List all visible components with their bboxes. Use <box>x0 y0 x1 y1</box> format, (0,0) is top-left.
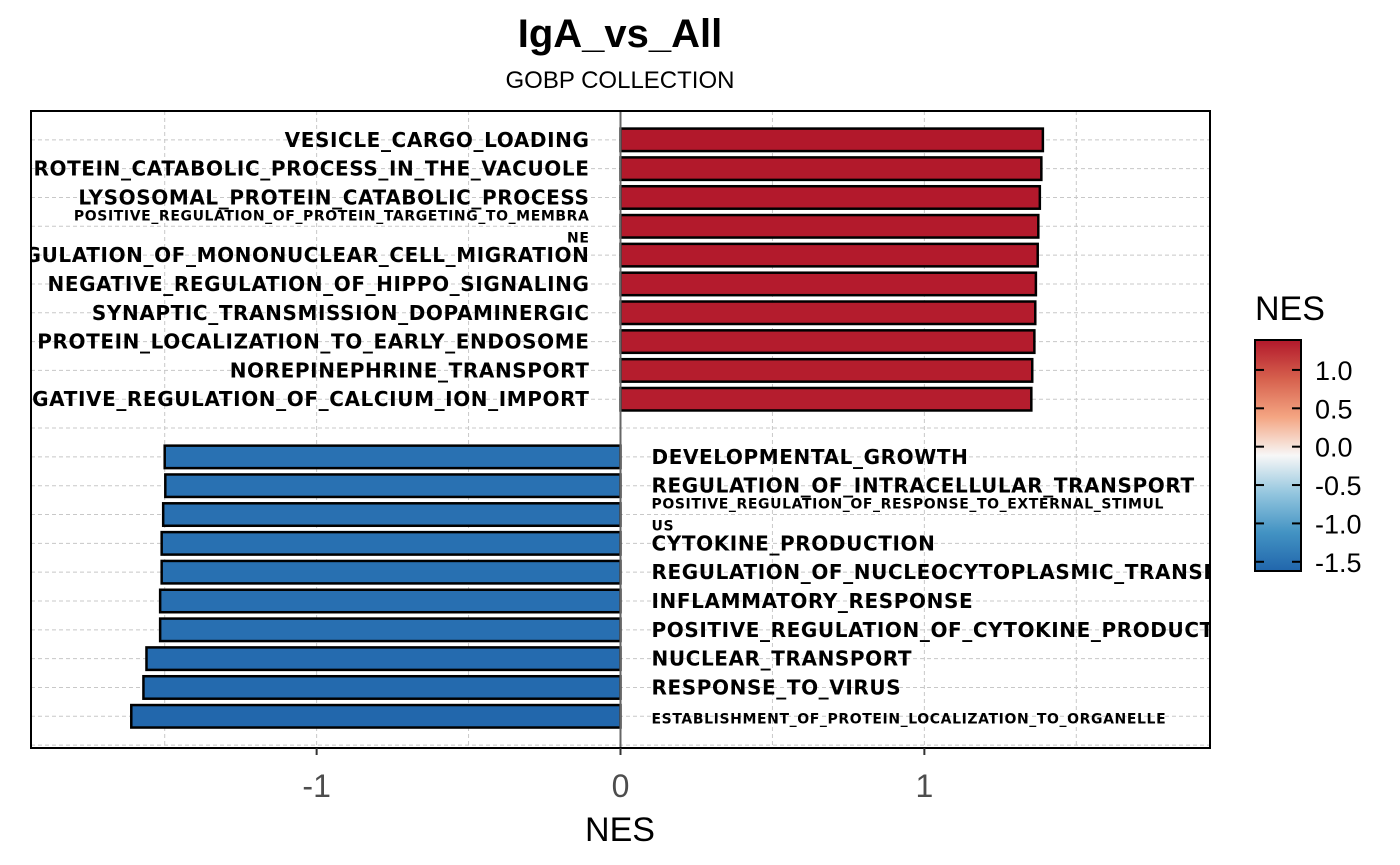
legend-ticks: 1.0 0.5 0.0 -0.5 -1.0 -1.5 <box>1255 356 1362 578</box>
legend-tick-label-5: -1.5 <box>1315 548 1362 578</box>
legend-title: NES <box>1255 290 1325 328</box>
legend-tick-label-3: -0.5 <box>1315 471 1362 501</box>
bar-label-4: REGULATION_OF_MONONUCLEAR_CELL_MIGRATION <box>0 243 590 267</box>
bar-3 <box>619 213 1040 239</box>
chart-subtitle: GOBP COLLECTION <box>506 67 735 94</box>
x-tick-label-0: -1 <box>302 768 330 804</box>
bar-18 <box>142 674 622 700</box>
bar-14 <box>160 559 622 585</box>
plot-panel: VESICLE_CARGO_LOADING PROTEIN_CATABOLIC_P… <box>0 110 1266 749</box>
bar-label-line: POSITIVE_REGULATION_OF_PROTEIN_TARGETING… <box>74 208 590 224</box>
x-axis-title: NES <box>585 811 655 849</box>
bar-1 <box>619 156 1043 182</box>
bar-label-3: POSITIVE_REGULATION_OF_PROTEIN_TARGETING… <box>74 208 590 246</box>
color-legend: NES 1.0 0.5 0.0 -0.5 -1.0 -1.5 <box>1254 290 1362 578</box>
bar-17 <box>145 646 622 672</box>
legend-tick-label-1: 0.5 <box>1315 394 1353 424</box>
bar-label-12: POSITIVE_REGULATION_OF_RESPONSE_TO_EXTER… <box>652 497 1165 535</box>
bar-11 <box>164 473 622 499</box>
bar-label-8: NOREPINEPHRINE_TRANSPORT <box>230 358 590 382</box>
bar-label-line: NE <box>567 230 589 246</box>
bar-label-19: ESTABLISHMENT_OF_PROTEIN_LOCALIZATION_TO… <box>652 711 1167 727</box>
bar-label-0: VESICLE_CARGO_LOADING <box>285 128 590 152</box>
legend-tick-label-4: -1.0 <box>1315 509 1362 539</box>
bar-label-13: CYTOKINE_PRODUCTION <box>652 531 936 555</box>
bar-9 <box>619 386 1033 412</box>
bar-16 <box>158 617 622 643</box>
bar-label-2: LYSOSOMAL_PROTEIN_CATABOLIC_PROCESS <box>78 185 589 209</box>
bar-13 <box>160 530 622 556</box>
bar-19 <box>130 703 622 729</box>
bar-label-9: NEGATIVE_REGULATION_OF_CALCIUM_ION_IMPOR… <box>1 387 590 411</box>
bar-4 <box>619 242 1039 268</box>
x-tick-label-2: 1 <box>915 768 933 804</box>
bar-label-14: REGULATION_OF_NUCLEOCYTOPLASMIC_TRANSPOR… <box>652 560 1266 584</box>
chart-title: IgA_vs_All <box>518 12 723 56</box>
bar-2 <box>619 184 1042 210</box>
x-tick-label-1: 0 <box>612 768 630 804</box>
bar-label-18: RESPONSE_TO_VIRUS <box>652 675 902 699</box>
bar-0 <box>619 127 1045 153</box>
bar-label-10: DEVELOPMENTAL_GROWTH <box>652 445 969 469</box>
bar-8 <box>619 357 1034 383</box>
bar-label-7: PROTEIN_LOCALIZATION_TO_EARLY_ENDOSOME <box>37 330 589 354</box>
bar-label-15: INFLAMMATORY_RESPONSE <box>652 589 974 613</box>
bar-5 <box>619 271 1038 297</box>
bar-15 <box>158 588 622 614</box>
legend-colorbar <box>1254 339 1302 572</box>
x-axis: -1 0 1 <box>302 748 933 804</box>
bar-10 <box>163 444 622 470</box>
bar-label-line: US <box>652 519 675 535</box>
bar-label-1: PROTEIN_CATABOLIC_PROCESS_IN_THE_VACUOLE <box>18 157 589 181</box>
bar-label-line: POSITIVE_REGULATION_OF_RESPONSE_TO_EXTER… <box>652 497 1165 513</box>
bar-12 <box>161 502 622 528</box>
bar-labels: VESICLE_CARGO_LOADING PROTEIN_CATABOLIC_P… <box>0 128 1266 727</box>
bar-label-6: SYNAPTIC_TRANSMISSION_DOPAMINERGIC <box>92 301 590 325</box>
bars <box>130 127 1045 729</box>
legend-tick-label-2: 0.0 <box>1315 433 1353 463</box>
bar-7 <box>619 329 1036 355</box>
bar-label-16: POSITIVE_REGULATION_OF_CYTOKINE_PRODUCTI… <box>652 618 1257 642</box>
legend-tick-label-0: 1.0 <box>1315 356 1353 386</box>
bar-label-11: REGULATION_OF_INTRACELLULAR_TRANSPORT <box>652 474 1195 498</box>
bar-6 <box>619 300 1037 326</box>
bar-label-5: NEGATIVE_REGULATION_OF_HIPPO_SIGNALING <box>48 272 590 296</box>
bar-label-17: NUCLEAR_TRANSPORT <box>652 647 913 671</box>
